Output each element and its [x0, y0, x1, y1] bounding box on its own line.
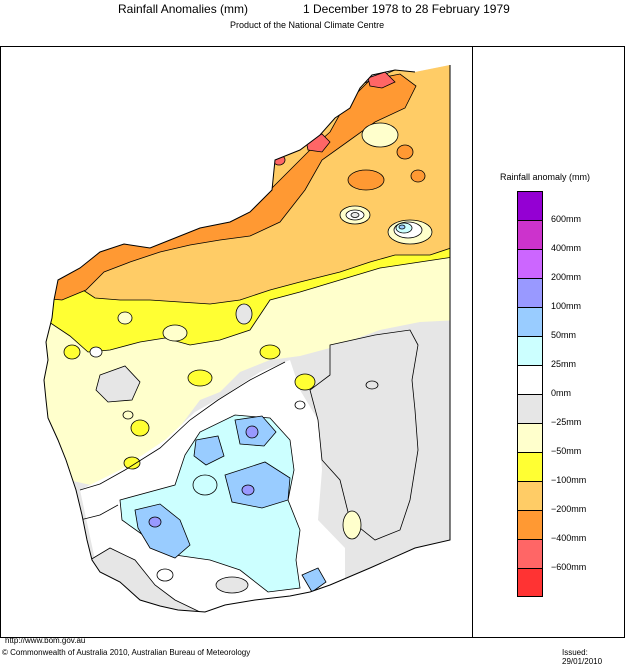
band-plus50-to-plus100-b: [224, 461, 291, 509]
feature-pale-kimberley: [361, 122, 399, 148]
western-australia-region: [43, 65, 451, 613]
feature-grey-south: [215, 576, 249, 594]
feature-grey-pilbara: [235, 303, 253, 325]
map-title: Rainfall Anomalies (mm): [118, 2, 249, 16]
legend-label: 200mm: [551, 272, 582, 282]
feature-grey-west: [95, 365, 141, 403]
feature-yellow-b: [259, 344, 281, 360]
footer-url[interactable]: http://www.bom.gov.au: [5, 636, 86, 645]
legend-label: −200mm: [551, 504, 587, 514]
band-plus50-to-plus100-a: [134, 503, 191, 559]
contour-lines: [79, 346, 379, 612]
legend-label: 0mm: [551, 388, 571, 398]
feature-pale-g: [117, 311, 133, 325]
footer-copyright: © Commonwealth of Australia 2010, Austra…: [2, 648, 251, 657]
feature-concentric-b: [387, 219, 433, 245]
legend-swatch: [517, 191, 543, 220]
feature-yellow-e: [123, 456, 141, 470]
legend-swatch: [517, 278, 543, 307]
legend-swatch: [517, 481, 543, 510]
band-plus100-to-plus200-a: [245, 425, 259, 439]
legend-label: −25mm: [551, 417, 582, 427]
legend-swatch: [517, 423, 543, 452]
legend-swatch: [517, 452, 543, 481]
feature-pale-h: [162, 324, 188, 342]
legend-label: −100mm: [551, 475, 587, 485]
legend-label: 25mm: [551, 359, 577, 369]
map-subtitle: Product of the National Climate Centre: [230, 20, 385, 30]
legend-swatch: [517, 394, 543, 423]
band-minus200-to-minus400-b: [347, 169, 385, 191]
legend-label: −400mm: [551, 533, 587, 543]
legend-label: −600mm: [551, 562, 587, 572]
band-minus200-to-minus400-d: [410, 169, 426, 183]
coastline: [43, 65, 451, 613]
legend-label: 600mm: [551, 214, 582, 224]
legend-swatch: [517, 568, 543, 597]
map-period: 1 December 1978 to 28 February 1979: [303, 2, 510, 16]
legend-title: Rainfall anomaly (mm): [500, 172, 591, 182]
feature-yellow-d: [130, 419, 150, 437]
legend-label: 400mm: [551, 243, 582, 253]
legend-swatch: [517, 539, 543, 568]
feature-yellow-a: [63, 344, 81, 360]
legend-label: −50mm: [551, 446, 582, 456]
band-plus100-to-plus200-b: [241, 484, 255, 496]
legend-swatch: [517, 307, 543, 336]
band-plus50-to-plus100-e: [301, 567, 327, 593]
rainfall-anomaly-map: [43, 65, 451, 613]
band-plus100-to-plus200-c: [148, 516, 162, 528]
footer-issued-date: Issued: 29/01/2010: [562, 648, 603, 666]
legend-label: 100mm: [551, 301, 582, 311]
band-minus200-to-minus400-c: [396, 144, 414, 160]
legend-swatch: [517, 249, 543, 278]
feature-grey-east: [309, 329, 419, 541]
feature-yellow-c: [187, 369, 213, 387]
frame-divider: [472, 46, 473, 638]
legend-swatch: [517, 336, 543, 365]
feature-pale-south-east: [342, 510, 362, 540]
legend-swatch: [517, 510, 543, 539]
legend-swatch: [517, 220, 543, 249]
band-plus50-to-plus100-d: [193, 435, 225, 466]
map-frame: [0, 46, 625, 638]
legend-label: 50mm: [551, 330, 577, 340]
legend-swatch: [517, 365, 543, 394]
feature-yellow-f: [294, 373, 316, 391]
feature-concentric-a: [339, 205, 371, 225]
